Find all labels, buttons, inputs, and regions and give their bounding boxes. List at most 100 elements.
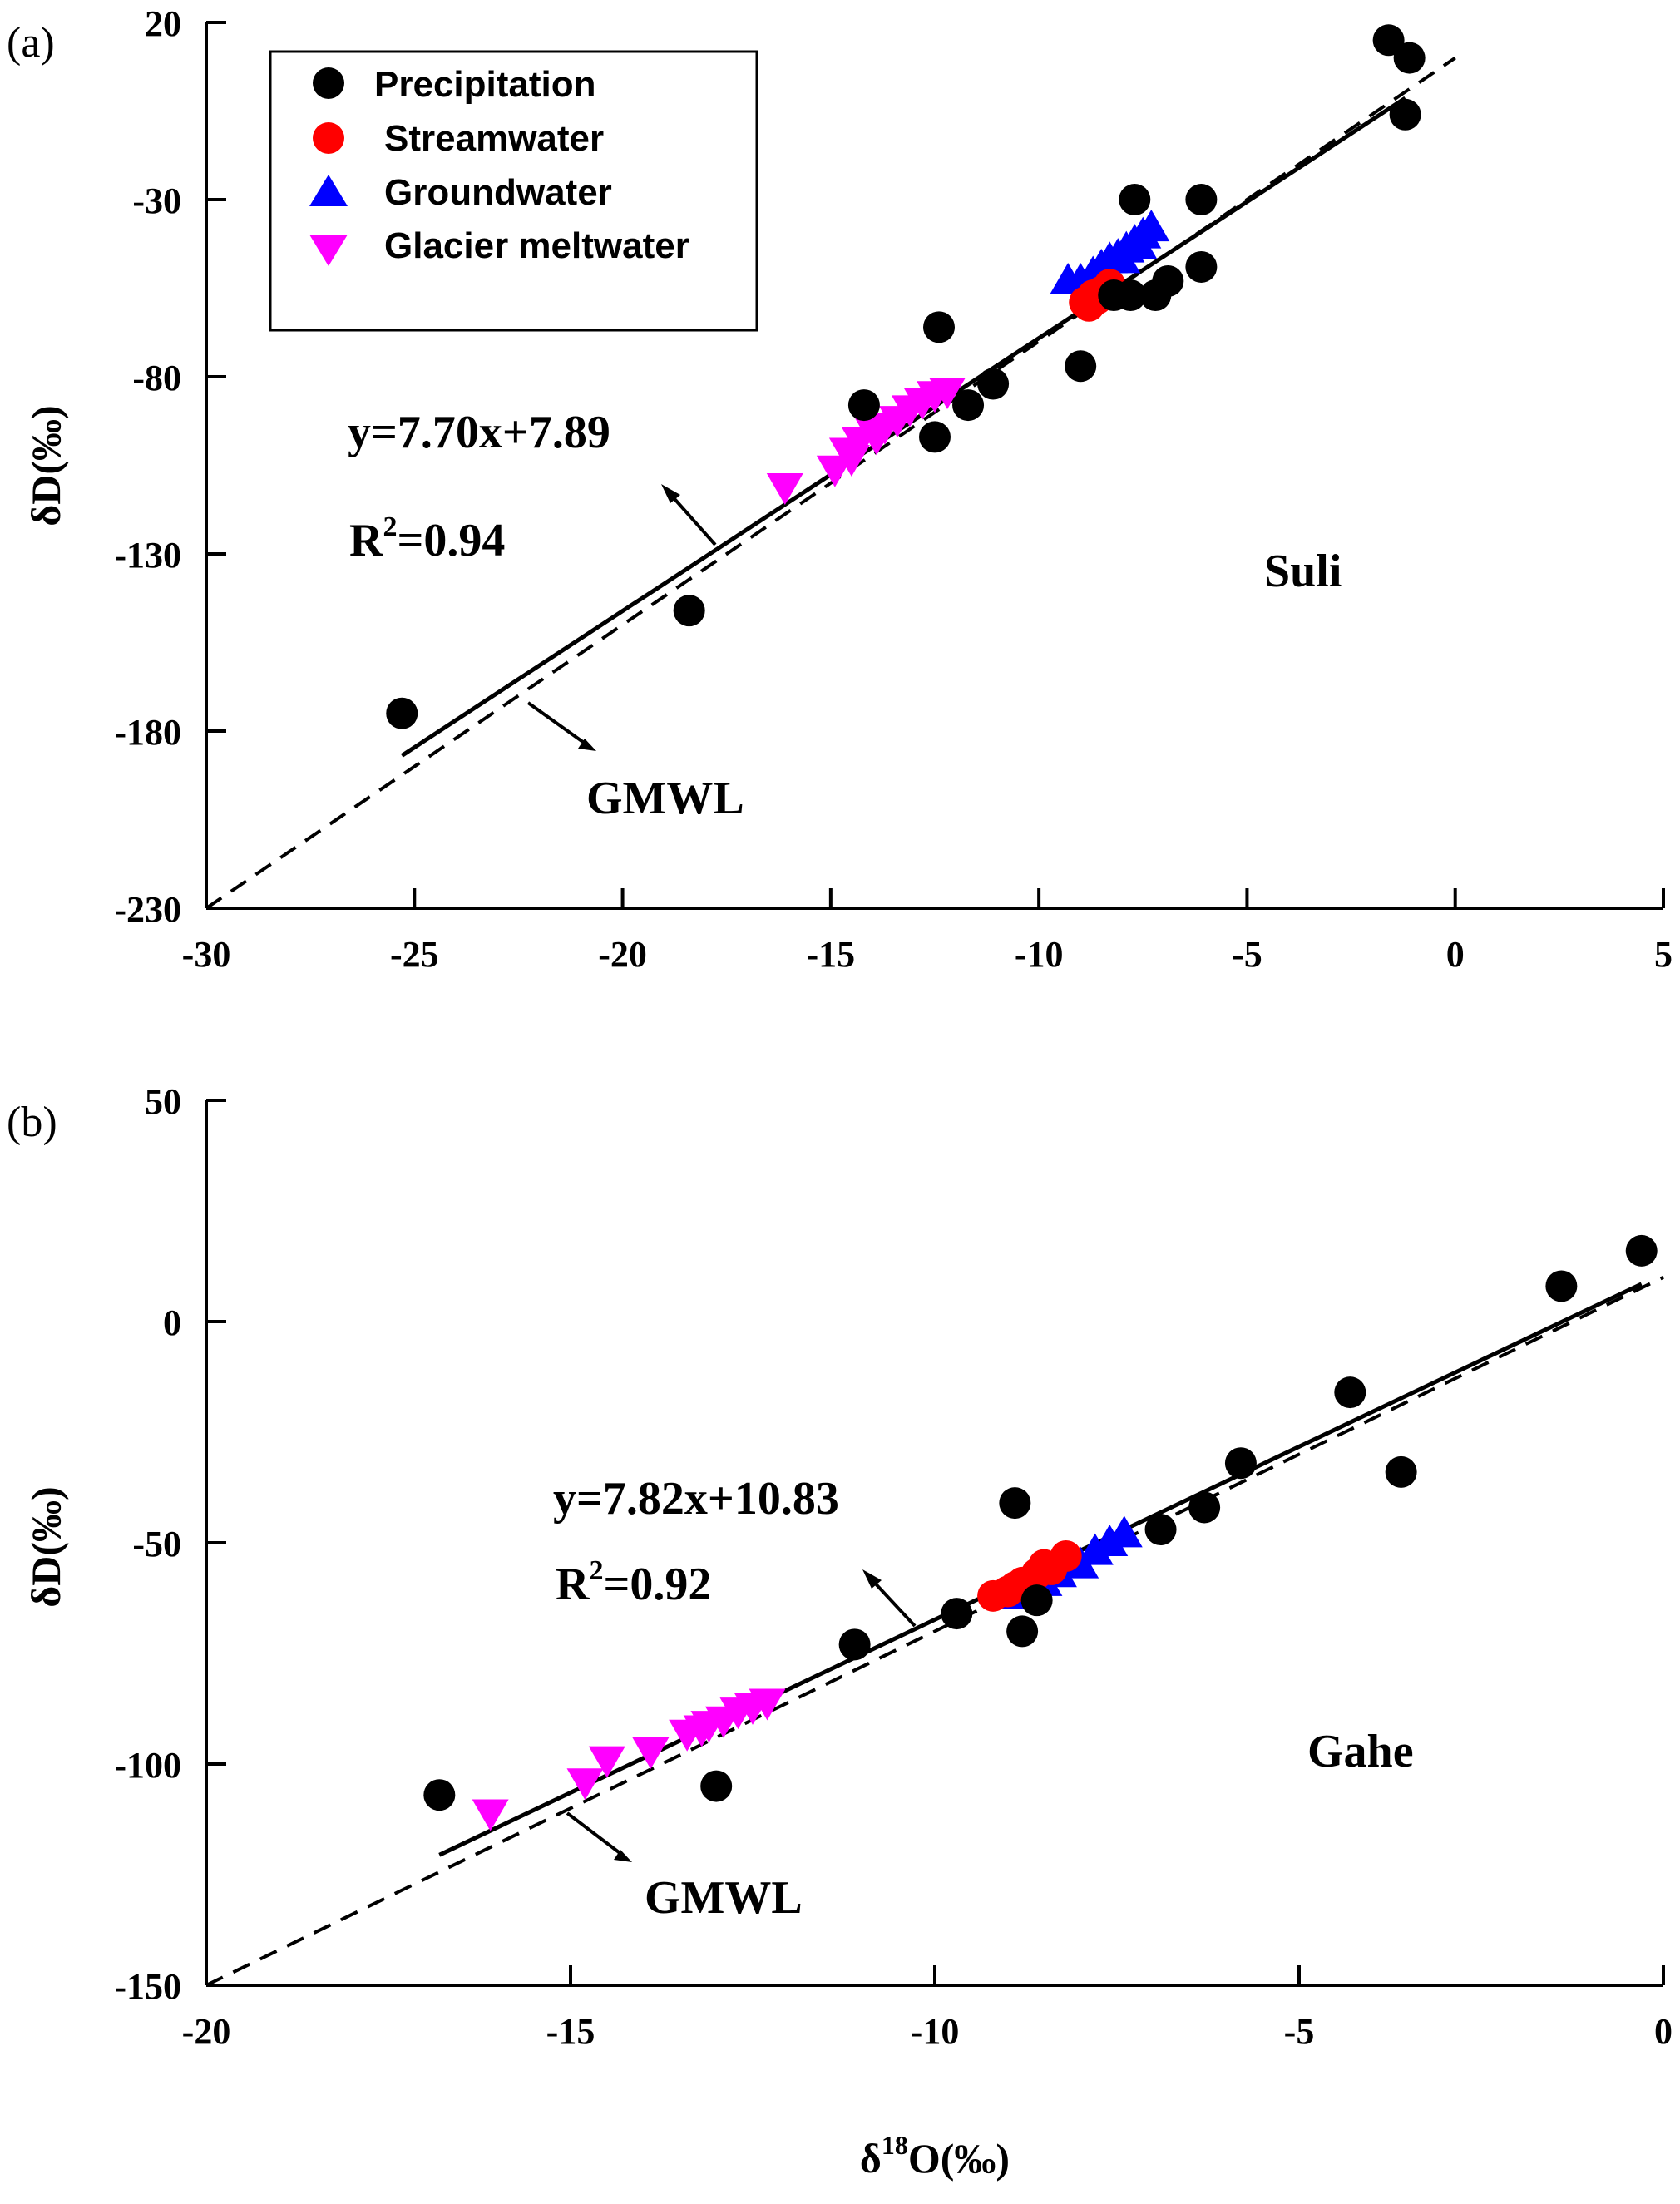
legend-groundwater-marker [309, 175, 348, 206]
panel-b-precipitation-point [1006, 1615, 1039, 1648]
panel-a-x-tick-label: -20 [598, 934, 647, 975]
panel-b-y-label: δD(‰) [22, 1486, 69, 1607]
panel-a-equation: y=7.70x+7.89 [348, 407, 610, 458]
panel-a-precipitation-point [1185, 250, 1218, 283]
panel-a-x-tick-label: -25 [390, 934, 439, 975]
legend-glacier-meltwater-label: Glacier meltwater [384, 225, 689, 266]
panel-a-ticks: -30 -25 -20 -15 -10 -5 0 5 20 -30 -80 -130 -180 -230 [114, 3, 1673, 975]
panel-b-precipitation-point [700, 1770, 733, 1802]
panel-b-precipitation-point [999, 1487, 1031, 1520]
panel-a-gmwl-label: GMWL [586, 773, 744, 824]
panel-b-precipitation-point [941, 1598, 973, 1630]
legend-precipitation-label: Precipitation [374, 64, 596, 105]
panel-b-precipitation-point [1224, 1447, 1257, 1480]
panel-b-y-tick-label: 0 [163, 1302, 181, 1343]
panel-b-precipitation-point [1385, 1455, 1417, 1488]
panel-a-precipitation-point [847, 389, 880, 422]
panel-b-r-squared: R2=0.92 [556, 1555, 711, 1610]
panel-a-y-tick-label: -80 [132, 358, 181, 398]
legend-precipitation-marker [313, 67, 344, 99]
panel-b-glacier-meltwater-point [749, 1688, 786, 1721]
panel-a-marks [386, 24, 1426, 729]
panel-b-precipitation-point [838, 1628, 871, 1661]
panel-a-precipitation-point [1389, 98, 1421, 131]
panel-a-precipitation-point [952, 389, 985, 422]
panel-b-groundwater-point [1091, 1525, 1129, 1556]
x-axis-label: δ18O(‰) [860, 2130, 1010, 2182]
panel-b-groundwater-point [1076, 1533, 1114, 1565]
panel-b-site-label: Gahe [1307, 1726, 1414, 1777]
panel-a-glacier-meltwater-point [929, 378, 966, 410]
panel-a-precipitation-point [1393, 42, 1426, 74]
panel-b-precipitation-point [1144, 1514, 1177, 1546]
legend-streamwater-marker [313, 122, 344, 154]
legend-box [269, 50, 758, 332]
panel-b-precipitation-point [1625, 1234, 1658, 1267]
panel-b-gmwl-label: GMWL [645, 1872, 803, 1924]
legend-streamwater-label: Streamwater [384, 118, 604, 159]
panel-b-precipitation-point [423, 1779, 456, 1811]
panel-b-x-tick-label: 0 [1654, 2011, 1673, 2052]
panel-b-x-tick-label: -5 [1284, 2011, 1315, 2052]
panel-a-y-label: δD(‰) [22, 405, 69, 526]
panel-b-glacier-meltwater-point [588, 1746, 625, 1778]
panel-a-y-tick-label: -180 [114, 712, 181, 753]
panel-a-glacier-meltwater-point [766, 473, 803, 506]
panel-b-marks [423, 1234, 1658, 1831]
panel-b-fit-arrow [862, 1569, 917, 1628]
panel-a-x-tick-label: 5 [1654, 934, 1673, 975]
panel-a-precipitation-point [386, 697, 418, 729]
panel-a-x-tick-label: -15 [807, 934, 856, 975]
panel-b-gmwl-line [205, 1276, 1664, 1987]
panel-a-site-label: Suli [1264, 546, 1342, 597]
panel-b-label: (b) [7, 1099, 57, 1146]
panel-a-precipitation-point [1372, 24, 1405, 57]
panel-b-groundwater-point [1105, 1515, 1143, 1548]
panel-a-y-tick-label: -230 [114, 889, 181, 930]
panel-a-x-tick-label: -30 [182, 934, 231, 975]
panel-a-fit-arrow [661, 484, 717, 546]
panel-b-precipitation-point [1188, 1491, 1221, 1524]
panel-b-y-tick-label: 50 [145, 1081, 181, 1122]
legend: Precipitation Streamwater Groundwater Gl… [269, 50, 758, 332]
panel-a-y-tick-label: 20 [145, 3, 181, 44]
panel-a-precipitation-point [919, 421, 951, 453]
panel-b-gmwl-arrow [566, 1811, 632, 1862]
panel-a-precipitation-point [977, 368, 1010, 400]
panel-b-streamwater-point [1028, 1549, 1060, 1581]
panel-b-equation: y=7.82x+10.83 [553, 1473, 839, 1525]
panel-b-glacier-meltwater-point [690, 1711, 728, 1743]
panel-a-precipitation-point [923, 311, 956, 343]
panel-b-glacier-meltwater-point [472, 1799, 509, 1831]
panel-a-x-tick-label: 0 [1446, 934, 1465, 975]
panel-b-x-tick-label: -10 [911, 2011, 960, 2052]
panel-a-precipitation-point [673, 595, 705, 627]
legend-glacier-meltwater-marker [309, 235, 348, 266]
panel-a-glacier-meltwater-point [857, 423, 895, 456]
panel-a-fit-line [400, 96, 1407, 758]
panel-a: (a) -30 -25 -20 -15 -10 -5 0 520-30-80-130-180-… [7, 3, 1673, 975]
panel-a-lines [205, 56, 1456, 910]
panel-b-y-tick-label: -150 [114, 1966, 181, 2007]
panel-a-precipitation-point [1139, 279, 1172, 312]
panel-b-glacier-meltwater-point [566, 1768, 604, 1801]
panel-a-groundwater-point [1120, 227, 1158, 259]
panel-a-label: (a) [7, 19, 55, 67]
panel-b-precipitation-point [1334, 1376, 1366, 1409]
legend-groundwater-label: Groundwater [384, 172, 612, 213]
panel-a-precipitation-point [1065, 350, 1097, 383]
panel-a-precipitation-point [1119, 184, 1151, 215]
panel-a-r-squared: R2=0.94 [349, 511, 505, 566]
panel-b-precipitation-point [1545, 1270, 1578, 1302]
panel-a-x-tick-label: -5 [1232, 934, 1262, 975]
panel-a-x-tick-label: -10 [1015, 934, 1064, 975]
panel-b-glacier-meltwater-point [632, 1737, 670, 1770]
panel-b-precipitation-point [1020, 1584, 1053, 1617]
panel-a-precipitation-point [1185, 184, 1218, 215]
panel-a-gmwl-arrow [526, 701, 596, 751]
panel-a-y-tick-label: -30 [132, 180, 181, 221]
panel-b-y-tick-label: -50 [132, 1524, 181, 1564]
